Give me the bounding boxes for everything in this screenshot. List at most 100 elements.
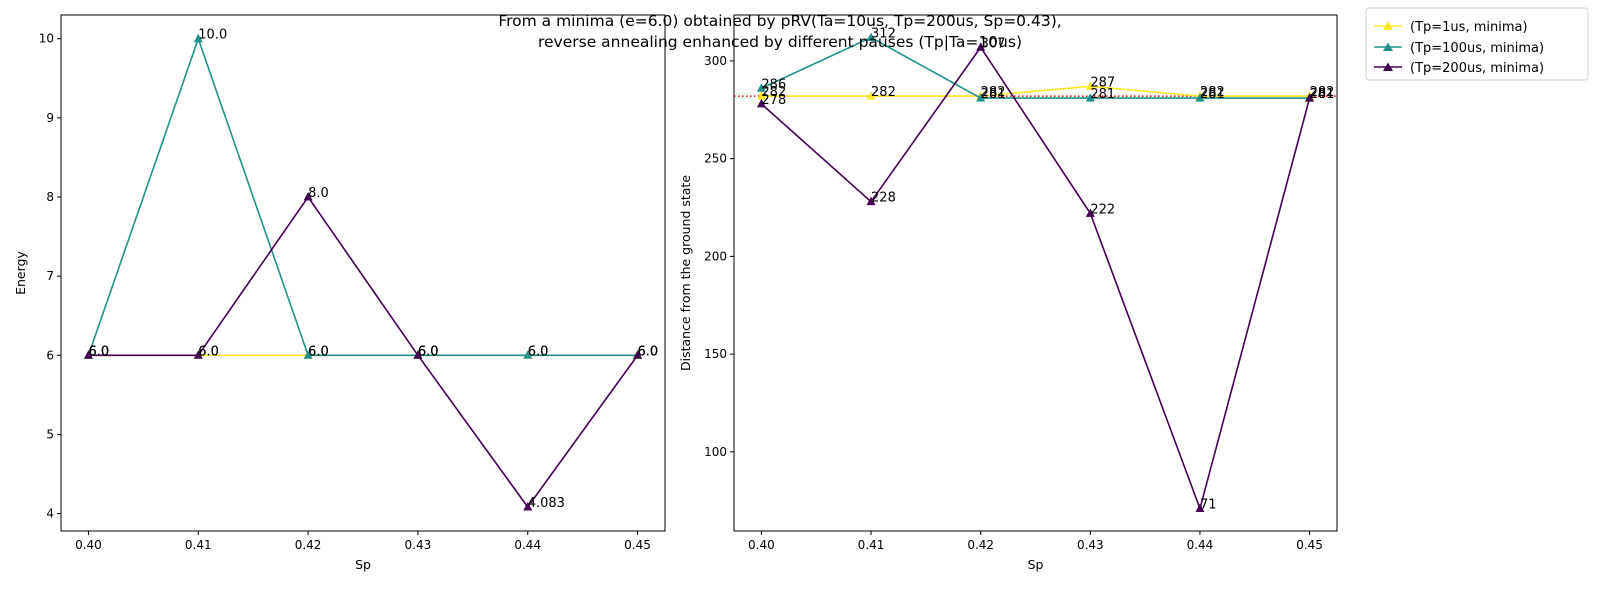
distance-data-point <box>1085 93 1095 102</box>
distance-series-line-3 <box>760 45 1311 512</box>
distance-data-point <box>976 93 986 102</box>
energy-data-label: 6.0 <box>638 344 659 359</box>
legend: (Tp=1us, minima) (Tp=100us, minima) (Tp=… <box>1365 7 1589 81</box>
energy-x-axis-label: Sp <box>355 557 371 572</box>
distance-data-point <box>756 83 766 92</box>
energy-y-tick-label: 8 <box>46 190 54 204</box>
distance-series-line-2 <box>761 36 1310 99</box>
distance-data-label: 312 <box>871 26 896 41</box>
distance-data-label: 287 <box>1090 75 1115 90</box>
distance-series-line-1 <box>761 85 1310 97</box>
energy-axes-frame <box>60 14 666 532</box>
distance-data-label: 281 <box>981 87 1006 102</box>
distance-data-label: 281 <box>1310 87 1335 102</box>
energy-data-point <box>83 350 93 359</box>
legend-label-tp100: (Tp=100us, minima) <box>1410 41 1544 56</box>
distance-data-label: 278 <box>761 93 786 108</box>
energy-data-label: 6.0 <box>418 344 439 359</box>
energy-x-tick-label: 0.40 <box>75 538 102 552</box>
energy-data-label: 6.0 <box>638 344 659 359</box>
distance-data-point <box>756 98 766 108</box>
distance-y-tick-label: 250 <box>704 152 727 166</box>
energy-y-tick-label: 7 <box>46 269 54 283</box>
distance-x-tick-label: 0.45 <box>1296 538 1323 552</box>
legend-label-tp1: (Tp=1us, minima) <box>1410 20 1528 35</box>
energy-data-point <box>523 350 533 359</box>
distance-data-label: 286 <box>761 77 786 92</box>
distance-data-point <box>976 42 986 51</box>
energy-data-point <box>303 192 313 201</box>
energy-data-label: 6.0 <box>198 344 219 359</box>
legend-frame <box>1365 7 1589 81</box>
distance-data-label: 282 <box>761 85 786 100</box>
distance-y-axis-label: Distance from the ground state <box>678 175 693 371</box>
energy-data-point <box>633 350 643 359</box>
distance-data-label: 282 <box>1200 85 1225 100</box>
distance-y-tick-label: 150 <box>704 347 727 361</box>
distance-data-label: 281 <box>1200 87 1225 102</box>
energy-x-tick-label: 0.44 <box>514 538 541 552</box>
distance-x-tick-label: 0.42 <box>967 538 994 552</box>
energy-data-label: 4.083 <box>528 496 565 511</box>
distance-data-point <box>866 32 876 41</box>
distance-data-point <box>1195 503 1205 513</box>
legend-label-tp200: (Tp=200us, minima) <box>1410 61 1544 76</box>
distance-data-point <box>1085 81 1095 90</box>
energy-x-tick-label: 0.41 <box>185 538 212 552</box>
distance-data-point <box>1195 93 1205 102</box>
figure-title-line-1: From a minima (e=6.0) obtained by pRV(Ta… <box>498 12 1061 30</box>
distance-x-tick-label: 0.44 <box>1187 538 1214 552</box>
energy-x-tick-label: 0.45 <box>624 538 651 552</box>
energy-series-line-2 <box>87 36 638 357</box>
energy-data-label: 6.0 <box>528 344 549 359</box>
energy-x-tick-label: 0.43 <box>405 538 432 552</box>
energy-data-point <box>193 33 203 43</box>
distance-data-label: 71 <box>1200 498 1217 513</box>
distance-data-label: 228 <box>871 191 896 206</box>
distance-y-tick-label: 200 <box>704 249 727 263</box>
energy-y-tick-label: 9 <box>46 111 54 125</box>
energy-data-label: 6.0 <box>88 344 109 359</box>
energy-data-label: 6.0 <box>308 344 329 359</box>
distance-data-label: 282 <box>1310 85 1335 100</box>
distance-data-point <box>756 91 766 100</box>
distance-data-point <box>866 91 876 100</box>
distance-x-tick-label: 0.43 <box>1077 538 1104 552</box>
distance-data-point <box>1305 93 1315 102</box>
energy-data-label: 6.0 <box>88 344 109 359</box>
energy-y-tick-label: 5 <box>46 427 54 441</box>
distance-y-tick-label: 300 <box>704 54 727 68</box>
legend-marker-tp1 <box>1383 21 1393 30</box>
energy-data-label: 6.0 <box>308 344 329 359</box>
distance-data-label: 282 <box>981 85 1006 100</box>
energy-y-tick-label: 10 <box>39 32 54 46</box>
distance-axes-frame <box>733 14 1338 532</box>
energy-data-point <box>193 350 203 359</box>
distance-data-point <box>1085 208 1095 217</box>
energy-y-tick-label: 6 <box>46 348 54 362</box>
distance-data-label: 282 <box>871 85 896 100</box>
energy-data-label: 6.0 <box>638 344 659 359</box>
energy-data-label: 6.0 <box>418 344 439 359</box>
energy-data-label: 6.0 <box>418 344 439 359</box>
distance-x-tick-label: 0.40 <box>748 538 775 552</box>
energy-data-label: 8.0 <box>308 186 329 201</box>
energy-data-label: 6.0 <box>88 344 109 359</box>
energy-data-label: 10.0 <box>198 28 227 43</box>
energy-data-label: 6.0 <box>198 344 219 359</box>
energy-plot: 0.40 0.41 0.42 0.43 0.44 0.45 4 5 6 7 8 9 10 Sp Energy… <box>13 14 666 572</box>
distance-data-label: 222 <box>1090 202 1115 217</box>
distance-data-label: 281 <box>1310 87 1335 102</box>
distance-plot: 0.40 0.41 0.42 0.43 0.44 0.45 100 150 200 250 300 S… <box>678 14 1338 572</box>
distance-x-axis-label: Sp <box>1028 557 1044 572</box>
figure-title-line-2: reverse annealing enhanced by different … <box>538 33 1022 51</box>
energy-data-point <box>413 350 423 359</box>
distance-data-point <box>866 196 876 206</box>
distance-x-tick-label: 0.41 <box>858 538 885 552</box>
energy-y-tick-label: 4 <box>46 507 54 521</box>
energy-y-axis-label: Energy <box>13 251 28 295</box>
legend-marker-tp100 <box>1383 42 1393 51</box>
distance-data-label: 281 <box>1090 87 1115 102</box>
energy-data-point <box>523 502 533 511</box>
